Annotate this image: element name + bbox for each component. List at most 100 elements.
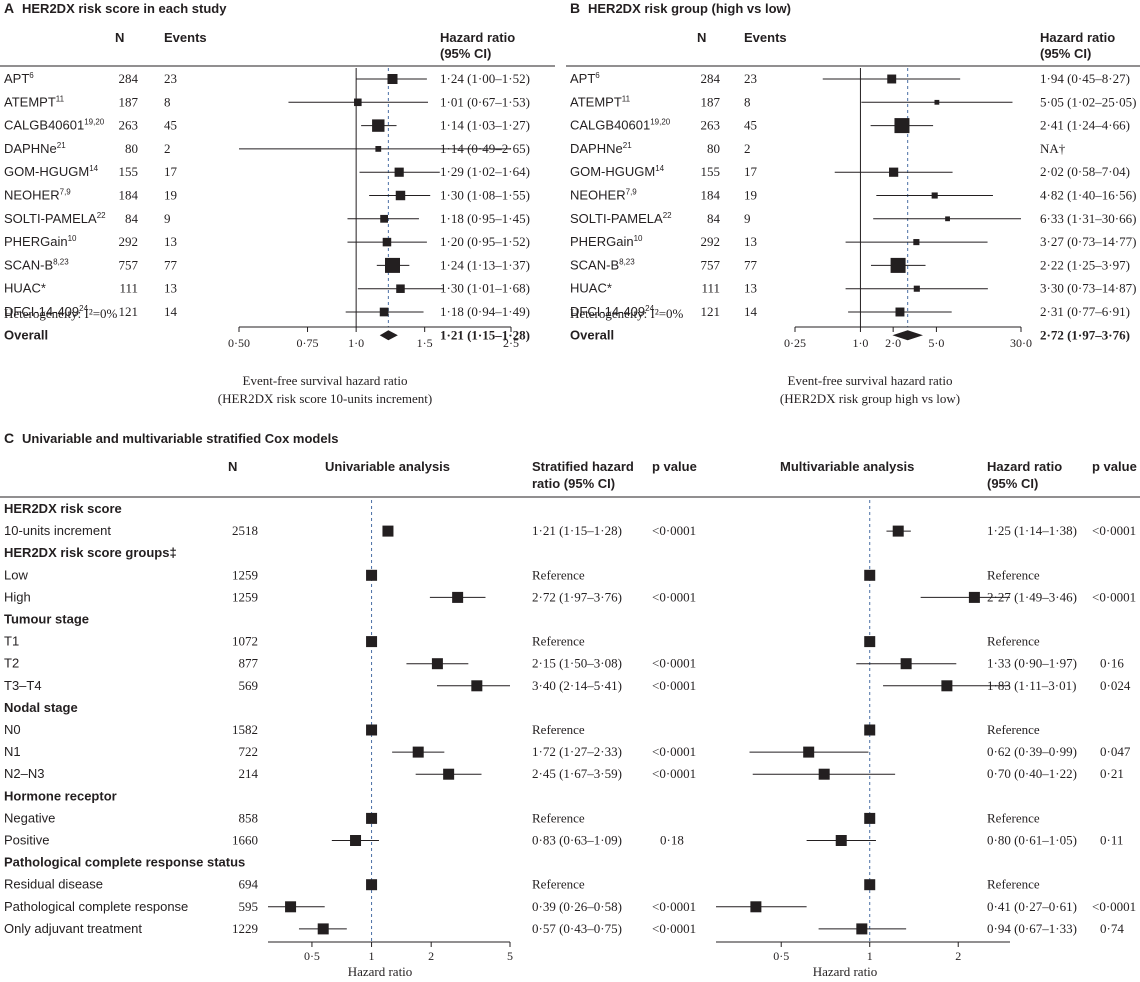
panel-c-multi-ci-text: Reference: [987, 722, 1040, 737]
panel-c-uni-ci-text: 1·72 (1·27–2·33): [532, 744, 622, 759]
panel-b-events-value: 17: [744, 164, 758, 179]
panel-c-uni-point-estimate: [366, 879, 378, 891]
panel-a-n-value: 111: [119, 281, 138, 296]
panel-b-overall-ci-text: 2·72 (1·97–3·76): [1040, 327, 1130, 342]
panel-b-study-label: NEOHER7,9: [570, 188, 637, 203]
panel-a-ci-text: 1·14 (1·03–1·27): [440, 118, 530, 133]
panel-a-study-label: ATEMPT11: [4, 94, 65, 109]
panel-b-ci-text: 4·82 (1·40–16·56): [1040, 188, 1136, 203]
panel-b-ci-text: NA†: [1040, 141, 1066, 156]
panel-c-multi-hr-header-2: (95% CI): [987, 476, 1038, 491]
panel-a-overall-ci-text: 1·21 (1·15–1·28): [440, 327, 530, 342]
panel-c-letter: C: [4, 430, 14, 446]
panel-a-title: HER2DX risk score in each study: [22, 1, 227, 16]
panel-b-ci-text: 6·33 (1·31–30·66): [1040, 211, 1136, 226]
panel-c-row-label: Positive: [4, 833, 50, 848]
panel-a-study-label: SOLTI-PAMELA22: [4, 211, 106, 226]
panel-c-group-label: Pathological complete response status: [4, 855, 245, 870]
panel-c-group-label: Tumour stage: [4, 612, 89, 627]
panel-c-uni-ci-text: 0·39 (0·26–0·58): [532, 899, 622, 914]
panel-b-events-value: 8: [744, 94, 751, 109]
panel-a-overall-label: Overall: [4, 327, 48, 342]
panel-a-n-value: 155: [119, 164, 139, 179]
panel-a-ci-text: 1·18 (0·94–1·49): [440, 304, 530, 319]
panel-b-ci-text: 3·27 (0·73–14·77): [1040, 234, 1136, 249]
panel-c-multi-x-tick-label: 1: [867, 949, 873, 963]
panel-a-point-estimate: [396, 284, 405, 293]
panel-a-point-estimate: [395, 190, 406, 201]
panel-b-x-tick-label: 0·25: [784, 336, 806, 350]
panel-c-uni-point-estimate: [366, 569, 378, 581]
panel-c-multi-point-estimate: [900, 658, 912, 670]
panel-b-events-value: 2: [744, 141, 751, 156]
panel-b-events-header: Events: [744, 30, 787, 45]
panel-a-x-tick-label: 1·0: [348, 336, 364, 350]
panel-b-ci-text: 2·22 (1·25–3·97): [1040, 257, 1130, 272]
panel-c-multi-header: Multivariable analysis: [780, 459, 914, 474]
panel-a-n-value: 292: [119, 234, 139, 249]
panel-c-n-header: N: [228, 459, 237, 474]
panel-b-ci-text: 2·41 (1·24–4·66): [1040, 118, 1130, 133]
panel-c-n-value: 877: [239, 656, 259, 671]
panel-c-n-value: 1660: [232, 833, 258, 848]
panel-b-ci-text: 2·02 (0·58–7·04): [1040, 164, 1130, 179]
panel-c-n-value: 214: [239, 766, 259, 781]
panel-c-row-label: Low: [4, 567, 28, 582]
panel-c-uni-xlabel: Hazard ratio: [348, 964, 413, 979]
panel-b-heterogeneity: Heterogeneity: I²=0%: [570, 306, 684, 321]
panel-c-multi-p-value: 0·74: [1100, 921, 1124, 936]
panel-b-n-value: 184: [701, 188, 721, 203]
panel-c-multi-ci-text: Reference: [987, 567, 1040, 582]
panel-c-multi-point-estimate: [803, 746, 815, 758]
panel-b-events-value: 14: [744, 304, 758, 319]
panel-b: B HER2DX risk group (high vs low) N Even…: [566, 0, 1140, 406]
panel-c-uni-ci-text: 0·83 (0·63–1·09): [532, 833, 622, 848]
panel-c-uni-x-tick-label: 1: [369, 949, 375, 963]
panel-c-n-value: 595: [239, 899, 259, 914]
panel-c-row-label: N1: [4, 744, 21, 759]
panel-b-study-label: SOLTI-PAMELA22: [570, 211, 672, 226]
panel-c-n-value: 1229: [232, 921, 258, 936]
panel-c-uni-ci-text: 1·21 (1·15–1·28): [532, 523, 622, 538]
panel-c-multi-p-value: <0·0001: [1092, 899, 1136, 914]
panel-b-events-value: 23: [744, 71, 757, 86]
panel-a-events-value: 23: [164, 71, 177, 86]
panel-b-x-tick-label: 5·0: [928, 336, 944, 350]
panel-c-n-value: 2518: [232, 523, 258, 538]
panel-b-n-value: 80: [707, 141, 720, 156]
panel-c-multi-point-estimate: [864, 812, 876, 824]
panel-c-multi-ci-text: 0·94 (0·67–1·33): [987, 921, 1077, 936]
panel-c-multi-x-tick-label: 0·5: [773, 949, 789, 963]
panel-a-xlabel-2: (HER2DX risk score 10-units increment): [218, 391, 432, 406]
panel-b-events-value: 45: [744, 118, 757, 133]
panel-a-events-value: 45: [164, 118, 177, 133]
panel-c-multi-ci-text: Reference: [987, 634, 1040, 649]
panel-c-multi-p-value: <0·0001: [1092, 523, 1136, 538]
panel-a-x-tick-label: 0·50: [228, 336, 250, 350]
panel-b-study-label: GOM-HGUGM14: [570, 164, 665, 179]
panel-a-point-estimate: [375, 146, 382, 152]
panel-c-row-label: N2–N3: [4, 766, 44, 781]
panel-a: A HER2DX risk score in each study N Even…: [0, 0, 555, 406]
panel-b-n-value: 121: [701, 304, 721, 319]
panel-b-events-value: 19: [744, 188, 757, 203]
panel-a-study-label: HUAC*: [4, 281, 46, 296]
panel-a-study-label: CALGB4060119,20: [4, 118, 105, 133]
panel-b-xlabel-1: Event-free survival hazard ratio: [788, 373, 953, 388]
panel-c-multi-xlabel: Hazard ratio: [813, 964, 878, 979]
panel-c-row-label: Negative: [4, 810, 55, 825]
panel-a-events-value: 77: [164, 257, 178, 272]
panel-c-uni-point-estimate: [317, 923, 329, 935]
panel-c-multi-p-value: 0·16: [1100, 656, 1124, 671]
panel-c-uni-p-value: <0·0001: [652, 523, 696, 538]
panel-b-ci-text: 1·94 (0·45–8·27): [1040, 71, 1130, 86]
panel-a-n-header: N: [115, 30, 124, 45]
panel-b-study-label: ATEMPT11: [570, 94, 631, 109]
panel-b-ci-text: 5·05 (1·02–25·05): [1040, 94, 1136, 109]
panel-c-n-value: 1582: [232, 722, 258, 737]
panel-c-uni-header: Univariable analysis: [325, 459, 450, 474]
panel-a-events-value: 17: [164, 164, 178, 179]
panel-c-multi-p-value: 0·21: [1100, 766, 1124, 781]
panel-a-events-value: 8: [164, 94, 171, 109]
